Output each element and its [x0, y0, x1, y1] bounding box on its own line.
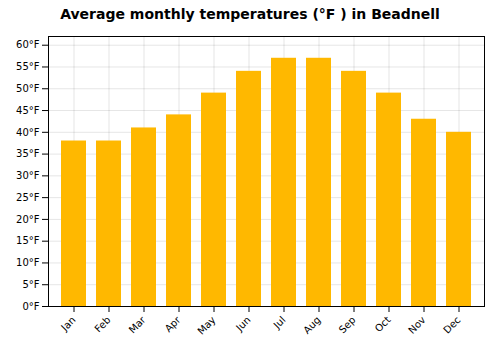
svg-text:0°F: 0°F — [22, 301, 39, 312]
svg-text:Nov: Nov — [406, 314, 428, 336]
svg-text:20°F: 20°F — [16, 214, 40, 225]
svg-text:Dec: Dec — [441, 314, 462, 335]
svg-text:15°F: 15°F — [16, 235, 40, 246]
svg-text:Feb: Feb — [92, 314, 112, 334]
svg-text:Jul: Jul — [271, 314, 288, 331]
svg-text:35°F: 35°F — [16, 148, 40, 159]
svg-text:40°F: 40°F — [16, 127, 40, 138]
svg-text:30°F: 30°F — [16, 170, 40, 181]
svg-text:Jun: Jun — [233, 314, 253, 334]
svg-text:Aug: Aug — [301, 314, 323, 336]
svg-text:May: May — [195, 314, 217, 336]
svg-text:Jan: Jan — [58, 314, 77, 333]
svg-text:60°F: 60°F — [16, 39, 40, 50]
svg-text:55°F: 55°F — [16, 61, 40, 72]
svg-text:Oct: Oct — [373, 314, 393, 334]
svg-text:Sep: Sep — [337, 314, 358, 335]
svg-text:45°F: 45°F — [16, 105, 40, 116]
svg-text:10°F: 10°F — [16, 257, 40, 268]
svg-text:25°F: 25°F — [16, 192, 40, 203]
svg-text:50°F: 50°F — [16, 83, 40, 94]
html-text:Average monthly temperatures (: Average monthly temperatures (°F ) in Be… — [60, 6, 440, 22]
svg-text:5°F: 5°F — [22, 279, 39, 290]
svg-text:Apr: Apr — [163, 314, 184, 335]
svg-text:Mar: Mar — [127, 314, 149, 336]
